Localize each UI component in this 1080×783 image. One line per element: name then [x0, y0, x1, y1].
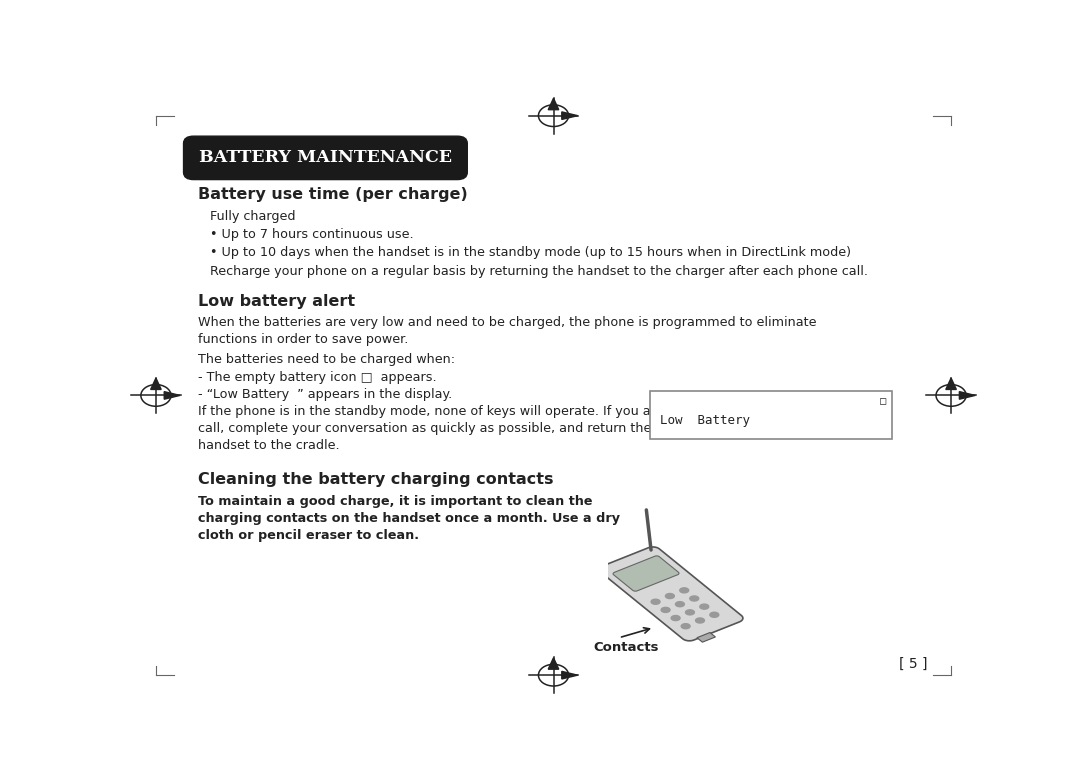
Text: Low battery alert: Low battery alert — [198, 294, 355, 309]
Polygon shape — [562, 112, 578, 120]
Text: - The empty battery icon □  appears.: - The empty battery icon □ appears. — [198, 371, 436, 384]
Polygon shape — [562, 671, 578, 679]
Text: BATTERY MAINTENANCE: BATTERY MAINTENANCE — [199, 150, 451, 166]
Polygon shape — [549, 99, 558, 110]
Text: Low  Battery: Low Battery — [660, 413, 750, 427]
Text: [ 5 ]: [ 5 ] — [900, 657, 928, 671]
Text: The batteries need to be charged when:: The batteries need to be charged when: — [198, 353, 455, 366]
Text: □: □ — [879, 396, 886, 406]
Polygon shape — [150, 378, 161, 389]
Text: cloth or pencil eraser to clean.: cloth or pencil eraser to clean. — [198, 529, 419, 542]
Text: • Up to 10 days when the handset is in the standby mode (up to 15 hours when in : • Up to 10 days when the handset is in t… — [211, 247, 851, 259]
Text: Battery use time (per charge): Battery use time (per charge) — [198, 187, 468, 203]
Polygon shape — [959, 392, 975, 399]
Polygon shape — [164, 392, 180, 399]
Text: charging contacts on the handset once a month. Use a dry: charging contacts on the handset once a … — [198, 512, 620, 525]
Text: Fully charged: Fully charged — [211, 211, 296, 223]
FancyBboxPatch shape — [184, 136, 468, 179]
Text: Recharge your phone on a regular basis by returning the handset to the charger a: Recharge your phone on a regular basis b… — [211, 265, 868, 278]
Text: handset to the cradle.: handset to the cradle. — [198, 438, 339, 452]
Text: Contacts: Contacts — [594, 641, 659, 655]
Text: When the batteries are very low and need to be charged, the phone is programmed : When the batteries are very low and need… — [198, 316, 816, 330]
Text: Cleaning the battery charging contacts: Cleaning the battery charging contacts — [198, 472, 553, 487]
Bar — [650, 392, 892, 439]
Text: call, complete your conversation as quickly as possible, and return the: call, complete your conversation as quic… — [198, 422, 651, 435]
Text: • Up to 7 hours continuous use.: • Up to 7 hours continuous use. — [211, 229, 414, 241]
Text: - “Low Battery  ” appears in the display.: - “Low Battery ” appears in the display. — [198, 388, 453, 401]
Text: functions in order to save power.: functions in order to save power. — [198, 334, 408, 346]
Polygon shape — [549, 658, 558, 669]
Polygon shape — [946, 378, 957, 389]
Text: To maintain a good charge, it is important to clean the: To maintain a good charge, it is importa… — [198, 495, 592, 508]
Text: If the phone is in the standby mode, none of keys will operate. If you are on: If the phone is in the standby mode, non… — [198, 405, 684, 418]
